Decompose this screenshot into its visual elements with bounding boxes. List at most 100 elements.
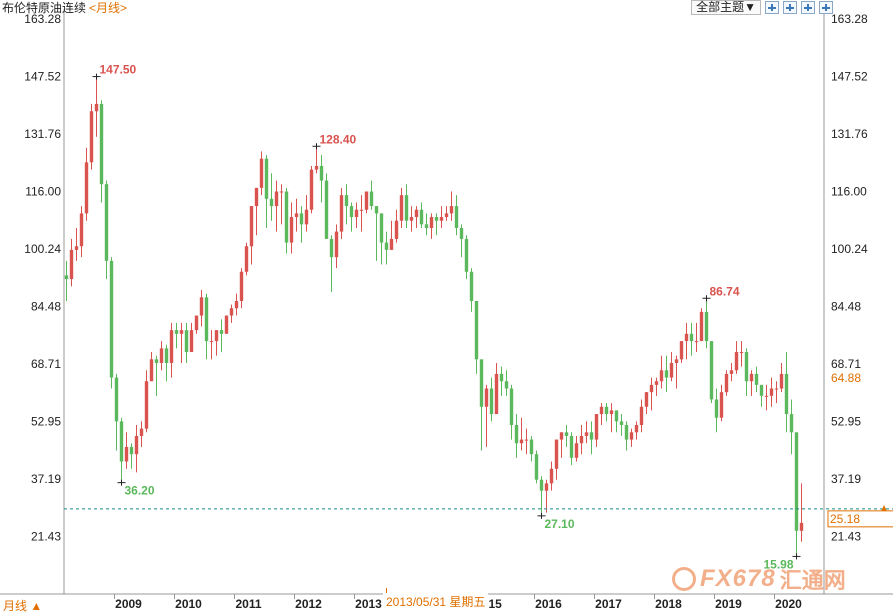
- candle-body: [129, 446, 134, 455]
- candle-body: [424, 224, 429, 228]
- candle-body: [319, 165, 324, 181]
- candle-body: [254, 187, 259, 207]
- candle-body: [514, 425, 519, 444]
- candle-body: [694, 341, 699, 343]
- candle-body: [389, 238, 394, 250]
- candle-body: [779, 373, 784, 389]
- chart-title-bar: 布伦特原油连续 <月线>: [0, 0, 600, 16]
- annotation-low: 27.10: [545, 517, 575, 531]
- candle-body: [304, 209, 309, 225]
- candle-body: [314, 165, 319, 170]
- candle-body: [224, 315, 229, 334]
- candle-body: [414, 209, 419, 218]
- crosshair-date-label: 2013/05/31 星期五: [383, 593, 489, 610]
- candle-body: [399, 195, 404, 221]
- candle-body: [739, 352, 744, 354]
- candle-body: [704, 311, 709, 342]
- y-tick-label-right: 100.24: [831, 242, 868, 256]
- candle-body: [654, 381, 659, 385]
- candle-body: [139, 428, 144, 436]
- candle-body: [174, 330, 179, 334]
- candle-body: [309, 169, 314, 210]
- y-tick-label-right: 163.28: [831, 12, 868, 26]
- year-label: 2010: [175, 597, 202, 611]
- candle-body: [394, 220, 399, 239]
- candle-body: [114, 377, 119, 422]
- candle-body: [294, 213, 299, 218]
- candle-body: [499, 373, 504, 382]
- candle-body: [659, 370, 664, 382]
- candle-body: [529, 439, 534, 455]
- candle-body: [204, 297, 209, 342]
- candle-body: [74, 246, 79, 250]
- candle-body: [179, 330, 184, 334]
- y-tick-label-left: 131.76: [24, 127, 61, 141]
- candle-body: [794, 432, 799, 531]
- candle-body: [714, 399, 719, 418]
- year-label: 2012: [295, 597, 322, 611]
- candle-body: [434, 217, 439, 221]
- fit-icon[interactable]: [801, 0, 815, 14]
- candle-body: [99, 103, 104, 185]
- candle-body: [249, 206, 254, 247]
- right-marker-label: 64.88: [831, 371, 861, 385]
- back-icon[interactable]: [819, 0, 833, 14]
- candle-body: [759, 384, 764, 396]
- candle-body: [464, 238, 469, 272]
- candle-body: [229, 308, 234, 316]
- candle-body: [404, 195, 409, 221]
- candle-body: [734, 352, 739, 371]
- candle-body: [64, 275, 69, 280]
- period-switch-button[interactable]: 月线 ▲: [3, 599, 43, 613]
- year-label: 2016: [535, 597, 562, 611]
- candle-body: [429, 217, 434, 228]
- candle-body: [349, 206, 354, 218]
- y-tick-label-right: 84.48: [831, 300, 861, 314]
- candle-body: [369, 191, 374, 207]
- candle-body: [589, 432, 594, 440]
- period-link[interactable]: <月线>: [89, 1, 128, 15]
- candle-body: [239, 271, 244, 301]
- candle-body: [684, 333, 689, 342]
- zoom-out-icon[interactable]: [783, 0, 797, 14]
- candle-body: [299, 213, 304, 225]
- y-tick-label-right: 131.76: [831, 127, 868, 141]
- candle-body: [539, 479, 544, 491]
- candle-body: [474, 300, 479, 360]
- y-tick-label-left: 84.48: [31, 300, 61, 314]
- candle-body: [384, 242, 389, 250]
- candle-body: [769, 388, 774, 396]
- candle-body: [109, 260, 114, 378]
- candle-body: [289, 217, 294, 243]
- candle-body: [729, 370, 734, 374]
- year-label: 2019: [715, 597, 742, 611]
- candle-body: [119, 421, 124, 462]
- watermark: FX678 汇通网: [672, 563, 846, 595]
- candle-body: [764, 395, 769, 397]
- candle-body: [194, 315, 199, 331]
- theme-dropdown-button[interactable]: 全部主题▼: [691, 0, 761, 15]
- candle-body: [459, 227, 464, 239]
- candle-body: [564, 432, 569, 436]
- candle-body: [269, 198, 274, 207]
- candle-body: [674, 359, 679, 363]
- candle-body: [354, 209, 359, 218]
- candle-body: [264, 158, 269, 199]
- candle-body: [744, 352, 749, 382]
- candle-body: [509, 388, 514, 426]
- candle-body: [329, 238, 334, 258]
- candle-body: [419, 209, 424, 225]
- zoom-in-icon[interactable]: [765, 0, 779, 14]
- candle-body: [699, 311, 704, 342]
- candle-body: [199, 297, 204, 316]
- candle-body: [634, 425, 639, 433]
- candle-body: [324, 180, 329, 239]
- watermark-brand-cn: 汇通网: [779, 568, 846, 593]
- candle-body: [524, 439, 529, 441]
- annotation-high: 147.50: [100, 63, 137, 77]
- y-tick-label-left: 116.00: [25, 185, 61, 199]
- y-tick-label-right: 68.71: [831, 357, 861, 371]
- candle-body: [629, 432, 634, 440]
- candle-body: [494, 373, 499, 415]
